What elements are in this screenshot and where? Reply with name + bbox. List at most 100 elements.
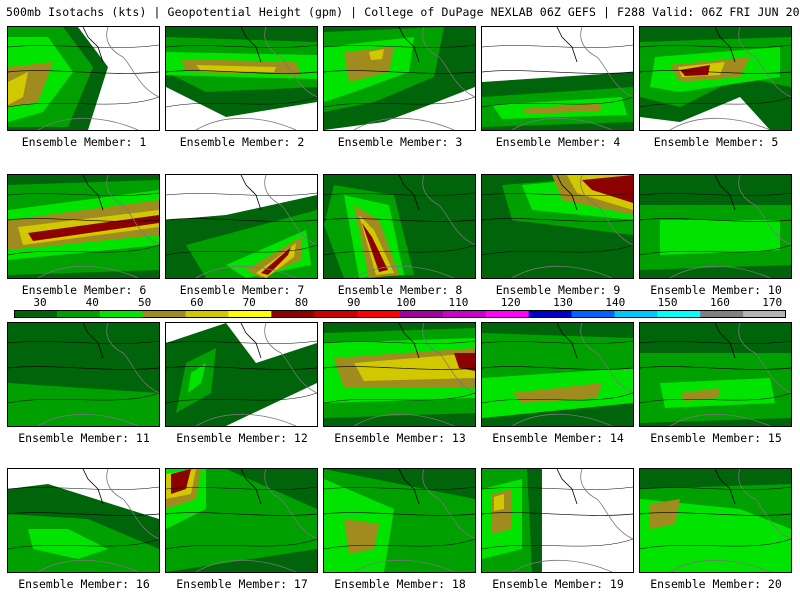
height-contour xyxy=(166,392,317,404)
height-contour xyxy=(166,44,317,48)
ensemble-panel-12 xyxy=(165,322,318,427)
height-contour xyxy=(640,392,791,404)
ensemble-panel-3 xyxy=(323,26,476,131)
isotach-band-70 xyxy=(369,49,384,60)
height-contour xyxy=(482,486,633,490)
height-contour xyxy=(8,512,159,516)
isotach-band-50 xyxy=(660,220,780,255)
colorbar-segment xyxy=(271,310,315,318)
height-contour xyxy=(8,486,159,490)
panel-caption-6: Ensemble Member: 6 xyxy=(21,283,147,297)
coastline xyxy=(738,323,791,394)
isotach-map-6 xyxy=(8,175,159,278)
colorbar-label: 40 xyxy=(85,296,99,309)
border-line xyxy=(37,413,139,426)
isotach-band-70 xyxy=(8,72,28,105)
colorbar-segment xyxy=(571,310,615,318)
colorbar-segment xyxy=(485,310,530,318)
height-contour xyxy=(640,366,791,370)
isotach-band-60 xyxy=(344,519,379,554)
height-contour xyxy=(640,538,791,550)
colorbar-segment xyxy=(657,310,701,318)
ensemble-panel-6 xyxy=(7,174,160,279)
colorbar-label: 100 xyxy=(396,296,417,309)
ensemble-panel-20 xyxy=(639,468,792,573)
height-contour xyxy=(482,512,633,516)
height-contour xyxy=(482,192,633,196)
coastline xyxy=(580,175,633,246)
coastline xyxy=(580,469,633,540)
coastline xyxy=(556,27,578,63)
isotach-band-60 xyxy=(522,103,602,114)
isotach-band-50 xyxy=(640,499,791,572)
panel-caption-8: Ensemble Member: 8 xyxy=(337,283,463,297)
height-contour xyxy=(640,96,791,108)
coastline xyxy=(422,469,475,540)
coastline xyxy=(556,175,578,211)
height-contour xyxy=(324,486,475,490)
height-contour xyxy=(8,340,159,344)
isotach-map-1 xyxy=(8,27,159,130)
panel-caption-13: Ensemble Member: 13 xyxy=(334,431,466,445)
panel-caption-12: Ensemble Member: 12 xyxy=(176,431,308,445)
panel-caption-5: Ensemble Member: 5 xyxy=(653,135,779,149)
height-contour xyxy=(482,366,633,370)
colorbar-label: 160 xyxy=(709,296,730,309)
coastline xyxy=(714,323,736,359)
colorbar-label: 80 xyxy=(294,296,309,309)
coastline xyxy=(556,323,578,359)
isotach-map-8 xyxy=(324,175,475,278)
colorbar-label: 60 xyxy=(190,296,204,309)
coastline xyxy=(82,175,104,211)
border-line xyxy=(195,413,297,426)
height-contour xyxy=(482,44,633,48)
height-contour xyxy=(8,392,159,404)
isotach-map-2 xyxy=(166,27,317,130)
border-line xyxy=(37,117,139,130)
border-line xyxy=(353,559,455,572)
isotach-map-19 xyxy=(482,469,633,572)
coastline xyxy=(556,469,578,505)
height-contour xyxy=(324,244,475,256)
coastline xyxy=(106,27,159,98)
coastline xyxy=(264,27,317,98)
border-line xyxy=(353,265,455,278)
isotach-band-70 xyxy=(359,215,394,275)
isotach-map-7 xyxy=(166,175,317,278)
height-contour xyxy=(8,192,159,196)
colorbar-label: 130 xyxy=(553,296,573,309)
height-contour xyxy=(324,392,475,404)
panel-caption-3: Ensemble Member: 3 xyxy=(337,135,463,149)
isotach-band-70 xyxy=(494,494,504,511)
height-contour xyxy=(640,218,791,222)
coastline xyxy=(398,469,420,505)
colorbar-segment xyxy=(743,310,786,318)
height-contour xyxy=(640,340,791,344)
ensemble-panel-16 xyxy=(7,468,160,573)
isotach-map-20 xyxy=(640,469,791,572)
height-contour xyxy=(166,486,317,490)
height-contour xyxy=(166,538,317,550)
coastline xyxy=(580,323,633,394)
isotach-map-13 xyxy=(324,323,475,426)
colorbar-label: 30 xyxy=(33,296,47,309)
height-contour xyxy=(640,192,791,196)
ensemble-panel-4 xyxy=(481,26,634,131)
height-contour xyxy=(166,70,317,74)
height-contour xyxy=(324,340,475,344)
height-contour xyxy=(8,44,159,48)
coastline xyxy=(714,27,736,63)
coastline xyxy=(264,469,317,540)
height-contour xyxy=(324,366,475,370)
isotach-map-16 xyxy=(8,469,159,572)
height-contour xyxy=(166,192,317,196)
height-contour xyxy=(8,70,159,74)
border-line xyxy=(669,413,771,426)
colorbar-segment xyxy=(185,310,229,318)
colorbar-segment xyxy=(228,310,272,318)
colorbar-label: 140 xyxy=(605,296,626,309)
height-contour xyxy=(324,538,475,550)
isotach-band-60 xyxy=(512,383,602,403)
isotach-map-14 xyxy=(482,323,633,426)
colorbar-label: 70 xyxy=(242,296,256,309)
